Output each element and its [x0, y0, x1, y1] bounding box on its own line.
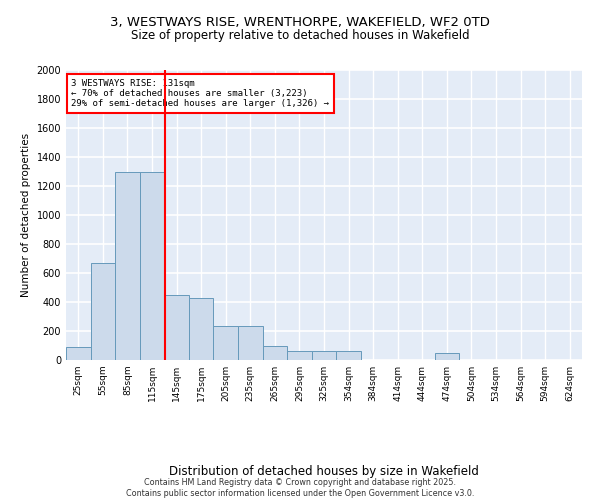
Bar	[336, 352, 361, 360]
Bar	[312, 350, 336, 360]
Bar	[91, 263, 115, 360]
Bar	[214, 326, 238, 360]
Bar	[189, 298, 214, 360]
Text: Distribution of detached houses by size in Wakefield: Distribution of detached houses by size …	[169, 464, 479, 477]
Text: Size of property relative to detached houses in Wakefield: Size of property relative to detached ho…	[131, 30, 469, 43]
Text: 3 WESTWAYS RISE: 131sqm
← 70% of detached houses are smaller (3,223)
29% of semi: 3 WESTWAYS RISE: 131sqm ← 70% of detache…	[71, 78, 329, 108]
Bar	[164, 294, 189, 360]
Bar	[115, 172, 140, 360]
Bar	[263, 346, 287, 360]
Bar	[238, 326, 263, 360]
Bar	[140, 172, 164, 360]
Bar	[66, 347, 91, 360]
Text: 3, WESTWAYS RISE, WRENTHORPE, WAKEFIELD, WF2 0TD: 3, WESTWAYS RISE, WRENTHORPE, WAKEFIELD,…	[110, 16, 490, 29]
Y-axis label: Number of detached properties: Number of detached properties	[21, 133, 31, 297]
Bar	[434, 353, 459, 360]
Bar	[287, 350, 312, 360]
Text: Contains HM Land Registry data © Crown copyright and database right 2025.
Contai: Contains HM Land Registry data © Crown c…	[126, 478, 474, 498]
